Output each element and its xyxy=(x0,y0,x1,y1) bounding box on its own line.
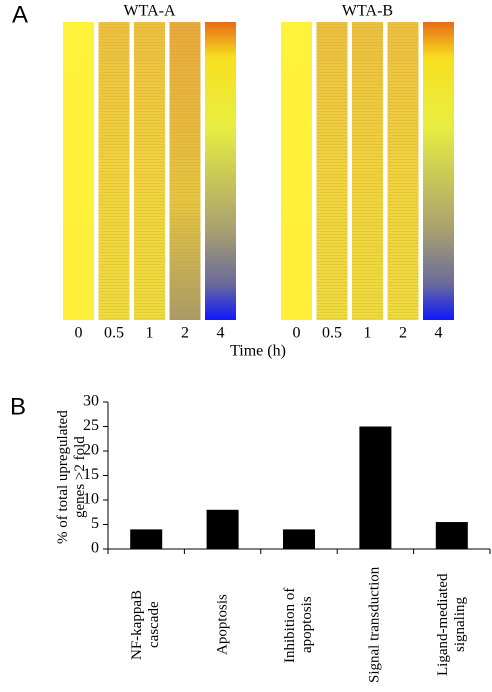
x-tick-label: NF-kappaB cascade xyxy=(129,590,163,660)
x-tick-label: 0.5 xyxy=(104,325,124,342)
x-tick-label: 1 xyxy=(146,325,154,342)
x-tick-label: Inhibition of apoptosis xyxy=(282,587,315,663)
x-tick-label: 1 xyxy=(364,325,372,342)
heatmap-texture xyxy=(316,22,348,320)
y-tick-label: 15 xyxy=(83,466,99,483)
y-tick-label: 10 xyxy=(83,491,99,508)
x-tick-label: 2 xyxy=(399,325,407,342)
heatmap-texture xyxy=(98,22,130,320)
bar xyxy=(206,509,239,549)
y-tick-label: 5 xyxy=(91,515,99,532)
bar xyxy=(359,426,392,549)
x-axis-label: Time (h) xyxy=(230,343,286,360)
panel-label: A xyxy=(12,1,28,28)
heatmap-texture xyxy=(169,22,201,320)
bar xyxy=(435,522,468,549)
x-tick-label: 0.5 xyxy=(322,325,342,342)
y-tick-label: 30 xyxy=(83,393,99,410)
y-tick-label: 25 xyxy=(83,417,99,434)
x-tick-label: 0 xyxy=(293,325,301,342)
x-tick-label: Apoptosis xyxy=(214,594,231,656)
panel-title: WTA-B xyxy=(342,3,393,20)
y-axis-label: % of total upregulated genes >2 fold xyxy=(55,410,88,544)
y-tick-label: 0 xyxy=(91,540,99,557)
panel-title: WTA-A xyxy=(123,3,175,20)
y-tick-label: 20 xyxy=(83,442,99,459)
heatmap-texture xyxy=(134,22,165,320)
heatmap-column xyxy=(63,22,94,320)
heatmap-column xyxy=(281,22,312,320)
x-tick-label: Signal transduction xyxy=(366,566,383,684)
heatmap-column xyxy=(205,22,236,320)
heatmap-column xyxy=(423,22,454,320)
heatmap-texture xyxy=(387,22,419,320)
x-tick-label: 4 xyxy=(435,325,443,342)
x-tick-label: 0 xyxy=(75,325,83,342)
heatmap-texture xyxy=(352,22,383,320)
x-tick-label: 2 xyxy=(181,325,189,342)
panel-label: B xyxy=(10,393,26,420)
x-tick-label: 4 xyxy=(217,325,225,342)
x-tick-label: Ligand-mediated signaling xyxy=(434,573,468,677)
bar xyxy=(130,529,163,549)
bar xyxy=(283,529,315,549)
